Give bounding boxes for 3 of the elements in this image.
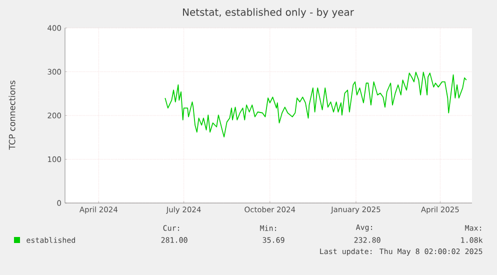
y-axis-title: TCP connections [8, 80, 16, 150]
chart-title: Netstat, established only - by year [183, 8, 354, 18]
line-series [164, 72, 467, 138]
